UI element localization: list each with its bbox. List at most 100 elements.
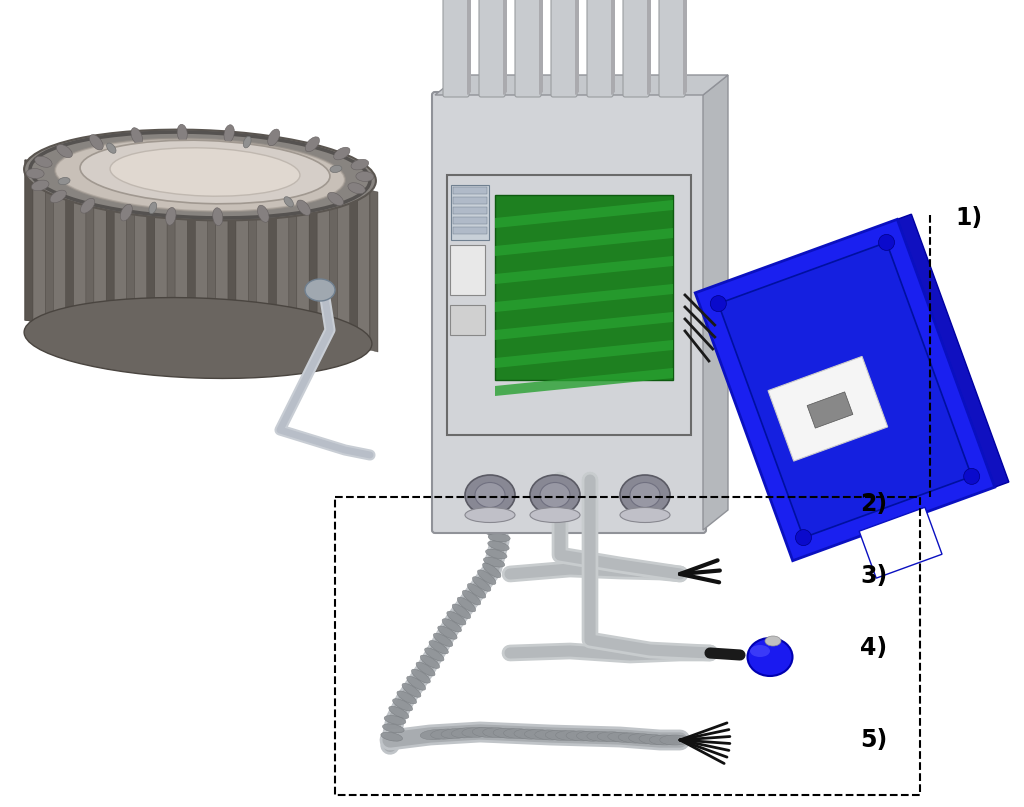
- Ellipse shape: [50, 190, 67, 203]
- Polygon shape: [25, 160, 33, 322]
- Polygon shape: [106, 167, 115, 329]
- Ellipse shape: [587, 731, 616, 742]
- Polygon shape: [768, 357, 888, 461]
- Ellipse shape: [257, 205, 269, 222]
- Polygon shape: [208, 176, 216, 338]
- Ellipse shape: [750, 645, 770, 657]
- Ellipse shape: [482, 484, 505, 493]
- Ellipse shape: [244, 136, 251, 148]
- FancyBboxPatch shape: [432, 92, 706, 533]
- Polygon shape: [495, 228, 673, 256]
- Ellipse shape: [480, 508, 502, 519]
- Ellipse shape: [514, 729, 544, 739]
- Ellipse shape: [384, 716, 406, 725]
- Ellipse shape: [618, 733, 648, 743]
- Ellipse shape: [649, 735, 679, 745]
- Circle shape: [879, 234, 895, 250]
- Ellipse shape: [348, 182, 366, 194]
- Bar: [451, 185, 489, 240]
- Ellipse shape: [748, 638, 793, 676]
- Ellipse shape: [389, 706, 409, 718]
- Bar: [335, 497, 920, 795]
- FancyBboxPatch shape: [587, 0, 613, 97]
- Ellipse shape: [482, 563, 501, 578]
- Text: 1): 1): [955, 206, 982, 230]
- Polygon shape: [575, 0, 579, 95]
- Polygon shape: [683, 0, 687, 95]
- Ellipse shape: [556, 730, 586, 741]
- FancyBboxPatch shape: [623, 0, 649, 97]
- Polygon shape: [495, 256, 673, 284]
- Ellipse shape: [330, 165, 342, 173]
- Ellipse shape: [131, 128, 142, 144]
- Polygon shape: [127, 169, 134, 331]
- Ellipse shape: [465, 508, 515, 522]
- Polygon shape: [611, 0, 615, 95]
- Polygon shape: [495, 340, 673, 368]
- Ellipse shape: [620, 508, 670, 522]
- Ellipse shape: [433, 633, 453, 646]
- Polygon shape: [66, 164, 74, 325]
- Ellipse shape: [397, 691, 417, 704]
- Ellipse shape: [453, 604, 471, 619]
- Ellipse shape: [32, 180, 49, 190]
- Polygon shape: [435, 75, 728, 95]
- Polygon shape: [309, 185, 317, 347]
- Ellipse shape: [535, 730, 565, 740]
- Polygon shape: [86, 165, 94, 328]
- Ellipse shape: [305, 279, 335, 301]
- Ellipse shape: [472, 727, 503, 738]
- Polygon shape: [330, 186, 338, 349]
- Bar: [495, 195, 673, 380]
- Polygon shape: [807, 392, 853, 429]
- Bar: [450, 245, 485, 295]
- Ellipse shape: [483, 558, 505, 567]
- Ellipse shape: [425, 648, 444, 661]
- Polygon shape: [228, 178, 236, 340]
- Ellipse shape: [494, 728, 523, 738]
- Ellipse shape: [452, 728, 481, 738]
- Polygon shape: [268, 182, 276, 343]
- Ellipse shape: [429, 641, 449, 654]
- Ellipse shape: [639, 734, 669, 745]
- Ellipse shape: [297, 200, 310, 215]
- FancyBboxPatch shape: [515, 0, 541, 97]
- Ellipse shape: [486, 525, 507, 535]
- Ellipse shape: [56, 144, 73, 157]
- Ellipse shape: [487, 541, 509, 550]
- Text: 2): 2): [860, 492, 887, 516]
- Ellipse shape: [305, 137, 319, 152]
- Ellipse shape: [26, 169, 44, 178]
- Polygon shape: [45, 161, 53, 324]
- FancyBboxPatch shape: [443, 0, 469, 97]
- Ellipse shape: [213, 207, 223, 226]
- Ellipse shape: [356, 171, 374, 182]
- Polygon shape: [495, 368, 673, 396]
- Text: 3): 3): [860, 564, 887, 588]
- Ellipse shape: [597, 732, 628, 742]
- Ellipse shape: [284, 197, 294, 207]
- Ellipse shape: [89, 135, 103, 150]
- Ellipse shape: [441, 729, 471, 738]
- Polygon shape: [146, 170, 155, 332]
- Polygon shape: [703, 75, 728, 530]
- Ellipse shape: [267, 129, 280, 146]
- Ellipse shape: [110, 148, 300, 196]
- Ellipse shape: [148, 202, 157, 214]
- Ellipse shape: [438, 626, 457, 639]
- Ellipse shape: [540, 483, 570, 508]
- Ellipse shape: [55, 139, 345, 211]
- Polygon shape: [495, 312, 673, 340]
- FancyBboxPatch shape: [479, 0, 505, 97]
- Ellipse shape: [566, 731, 596, 741]
- Ellipse shape: [462, 727, 492, 738]
- Ellipse shape: [446, 612, 466, 625]
- FancyBboxPatch shape: [551, 0, 577, 97]
- Ellipse shape: [35, 157, 52, 167]
- Ellipse shape: [463, 591, 480, 605]
- Polygon shape: [370, 190, 378, 352]
- Polygon shape: [859, 508, 942, 578]
- Polygon shape: [647, 0, 651, 95]
- Ellipse shape: [351, 159, 369, 170]
- Ellipse shape: [629, 734, 658, 744]
